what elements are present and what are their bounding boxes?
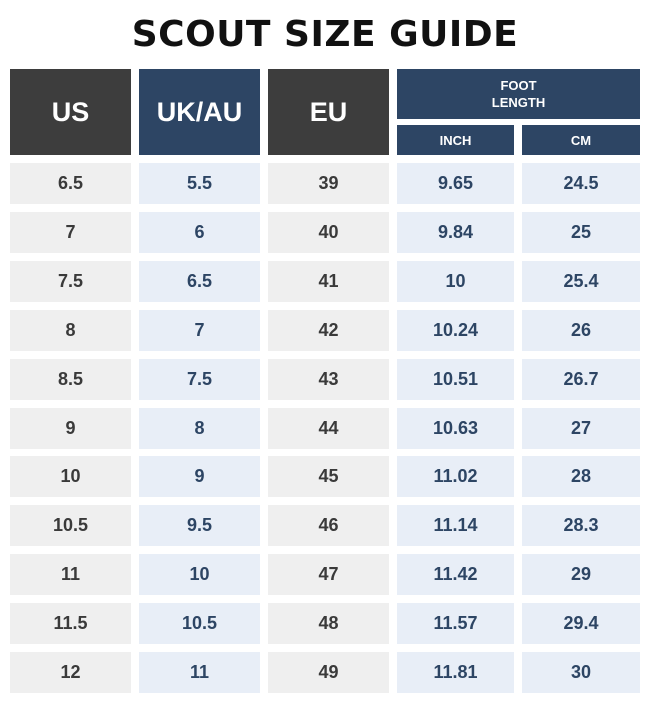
- cell-us: 10: [10, 456, 131, 498]
- cell-eu: 48: [268, 603, 389, 645]
- header-us: US: [10, 69, 131, 155]
- cell-eu: 42: [268, 309, 389, 351]
- cell-cm: 25: [522, 211, 640, 253]
- cell-uk-au: 10: [139, 554, 260, 596]
- cell-inch: 11.42: [397, 554, 514, 596]
- cell-eu: 45: [268, 456, 389, 498]
- cell-inch: 9.65: [397, 163, 514, 204]
- cell-cm: 26: [522, 309, 640, 351]
- cell-us: 11.5: [10, 603, 131, 645]
- header-foot-length: FOOT LENGTH: [397, 69, 640, 119]
- cell-us: 7: [10, 211, 131, 253]
- cell-eu: 41: [268, 260, 389, 302]
- cell-uk-au: 5.5: [139, 163, 260, 204]
- cell-cm: 29: [522, 554, 640, 596]
- cell-cm: 29.4: [522, 603, 640, 645]
- cell-uk-au: 10.5: [139, 603, 260, 645]
- cell-cm: 30: [522, 652, 640, 693]
- header-cm: CM: [522, 125, 640, 155]
- cell-uk-au: 8: [139, 407, 260, 449]
- cell-cm: 25.4: [522, 260, 640, 302]
- cell-uk-au: 6: [139, 211, 260, 253]
- cell-us: 8: [10, 309, 131, 351]
- cell-us: 9: [10, 407, 131, 449]
- cell-inch: 11.14: [397, 505, 514, 547]
- cell-inch: 11.57: [397, 603, 514, 645]
- cell-uk-au: 9: [139, 456, 260, 498]
- cell-us: 11: [10, 554, 131, 596]
- cell-eu: 43: [268, 358, 389, 400]
- cell-eu: 44: [268, 407, 389, 449]
- cell-eu: 49: [268, 652, 389, 693]
- cell-inch: 11.02: [397, 456, 514, 498]
- cell-eu: 39: [268, 163, 389, 204]
- cell-us: 7.5: [10, 260, 131, 302]
- cell-eu: 40: [268, 211, 389, 253]
- cell-us: 6.5: [10, 163, 131, 204]
- cell-cm: 28: [522, 456, 640, 498]
- cell-cm: 27: [522, 407, 640, 449]
- cell-uk-au: 7.5: [139, 358, 260, 400]
- cell-eu: 47: [268, 554, 389, 596]
- header-inch: INCH: [397, 125, 514, 155]
- cell-cm: 24.5: [522, 163, 640, 204]
- cell-cm: 26.7: [522, 358, 640, 400]
- cell-inch: 10.51: [397, 358, 514, 400]
- cell-us: 12: [10, 652, 131, 693]
- cell-us: 10.5: [10, 505, 131, 547]
- cell-inch: 10: [397, 260, 514, 302]
- cell-inch: 9.84: [397, 211, 514, 253]
- cell-inch: 10.24: [397, 309, 514, 351]
- cell-inch: 11.81: [397, 652, 514, 693]
- cell-eu: 46: [268, 505, 389, 547]
- cell-us: 8.5: [10, 358, 131, 400]
- page-title: SCOUT SIZE GUIDE: [131, 14, 519, 55]
- header-eu: EU: [268, 69, 389, 155]
- cell-inch: 10.63: [397, 407, 514, 449]
- cell-uk-au: 9.5: [139, 505, 260, 547]
- cell-uk-au: 7: [139, 309, 260, 351]
- cell-cm: 28.3: [522, 505, 640, 547]
- cell-uk-au: 11: [139, 652, 260, 693]
- header-uk-au: UK/AU: [139, 69, 260, 155]
- cell-uk-au: 6.5: [139, 260, 260, 302]
